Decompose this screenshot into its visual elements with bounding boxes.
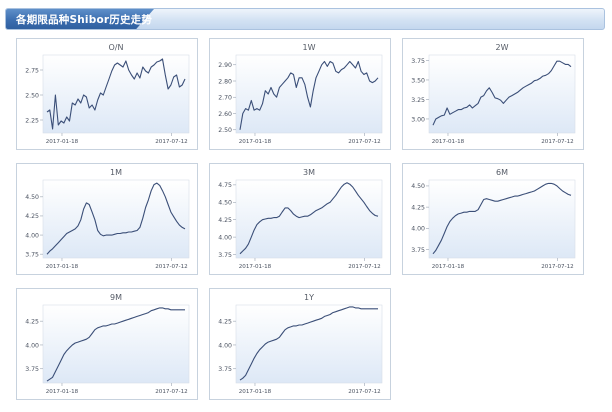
series-line [239,182,379,255]
x-tick-label: 2017-07-12 [541,264,574,270]
y-tick-label: 4.00 [411,226,425,233]
chart-panel-1y: 1Y 3.75 4.00 4.25 2017-01-18 2017-07-12 [209,288,391,400]
x-tick-label: 2017-01-18 [239,389,272,395]
x-tick-label: 2017-01-18 [432,264,465,270]
y-tick-label: 3.75 [25,366,39,373]
x-tick-label: 2017-01-18 [46,389,79,395]
series-line [46,58,186,130]
y-tick-label: 4.50 [218,200,232,207]
y-tick-label: 2.80 [218,78,232,85]
x-tick-label: 2017-01-18 [239,139,272,145]
y-tick-label: 4.00 [218,342,232,349]
y-tick-label: 3.25 [411,97,425,104]
x-tick-label: 2017-01-18 [239,264,272,270]
chart-title: 3M [303,168,315,177]
y-tick-label: 3.50 [411,77,425,84]
chart-panel-1m: 1M 3.75 4.00 4.25 4.50 2017-01-18 2017-07-12 [16,163,198,275]
y-tick-label: 2.25 [25,117,39,124]
plot-area [428,179,576,259]
chart-title: 1Y [304,293,314,302]
y-tick-label: 4.25 [25,318,39,325]
chart-svg: 2W 3.00 3.25 3.50 3.75 2017-01-18 2017-07-12 [411,43,576,145]
y-tick-label: 3.75 [411,247,425,254]
plot-area [428,54,576,134]
x-tick-label: 2017-07-12 [541,139,574,145]
y-tick-label: 4.00 [218,234,232,241]
chart-title: O/N [109,43,124,52]
chart-title: 9M [110,293,122,302]
chart-svg: 1W 2.50 2.60 2.70 2.80 2.90 2017-01-18 2017-07-… [218,43,383,145]
y-tick-label: 4.75 [218,182,232,189]
y-tick-label: 2.60 [218,111,232,118]
y-tick-label: 3.00 [411,116,425,123]
series-line [432,182,572,255]
chart-panel-1w: 1W 2.50 2.60 2.70 2.80 2.90 2017-01-18 2017-07-… [209,38,391,150]
y-tick-label: 4.00 [25,232,39,239]
y-tick-label: 3.75 [218,252,232,259]
x-tick-label: 2017-07-12 [155,139,188,145]
y-tick-label: 2.70 [218,95,232,102]
x-tick-label: 2017-01-18 [432,139,465,145]
chart-svg: 1Y 3.75 4.00 4.25 2017-01-18 2017-07-12 [218,293,383,395]
chart-title: 2W [496,43,509,52]
y-tick-label: 4.25 [25,213,39,220]
chart-title: 1M [110,168,122,177]
chart-svg: 1M 3.75 4.00 4.25 4.50 2017-01-18 2017-07-12 [25,168,190,270]
y-tick-label: 4.25 [218,217,232,224]
plot-area [42,179,190,259]
series-line [432,60,572,126]
chart-svg: 9M 3.75 4.00 4.25 2017-01-18 2017-07-12 [25,293,190,395]
x-tick-label: 2017-07-12 [155,264,188,270]
chart-panel-on: O/N 2.25 2.50 2.75 2017-01-18 2017-07-12 [16,38,198,150]
y-tick-label: 3.75 [218,366,232,373]
y-tick-label: 3.75 [25,251,39,258]
page-title: 各期限品种Shibor历史走势 [16,14,153,26]
x-tick-label: 2017-01-18 [46,264,79,270]
y-tick-label: 2.50 [25,92,39,99]
plot-area [42,54,190,134]
x-tick-label: 2017-07-12 [155,389,188,395]
series-line [46,307,185,382]
plot-area [42,304,190,384]
chart-svg: O/N 2.25 2.50 2.75 2017-01-18 2017-07-12 [25,43,190,145]
series-line [46,182,186,255]
y-tick-label: 4.50 [25,194,39,201]
chart-panel-9m: 9M 3.75 4.00 4.25 2017-01-18 2017-07-12 [16,288,198,400]
series-line [239,60,379,130]
chart-title: 6M [496,168,508,177]
x-tick-label: 2017-07-12 [348,139,381,145]
y-tick-label: 4.00 [25,342,39,349]
y-tick-label: 4.25 [411,204,425,211]
y-tick-label: 3.75 [411,58,425,65]
x-tick-label: 2017-07-12 [348,389,381,395]
section-header: 各期限品种Shibor历史走势 [5,8,605,30]
chart-panel-6m: 6M 3.75 4.00 4.25 4.50 2017-01-18 2017-07-12 [402,163,584,275]
y-tick-label: 4.50 [411,183,425,190]
plot-area [235,179,383,259]
x-tick-label: 2017-07-12 [348,264,381,270]
y-tick-label: 2.75 [25,67,39,74]
header-tab [6,9,154,29]
chart-panel-2w: 2W 3.00 3.25 3.50 3.75 2017-01-18 2017-07-12 [402,38,584,150]
chart-panel-3m: 3M 3.75 4.00 4.25 4.50 4.75 2017-01-18 2017-07-… [209,163,391,275]
x-tick-label: 2017-01-18 [46,139,79,145]
plot-area [235,304,383,384]
y-tick-label: 4.25 [218,318,232,325]
y-tick-label: 2.50 [218,127,232,134]
y-tick-label: 2.90 [218,62,232,69]
chart-svg: 3M 3.75 4.00 4.25 4.50 4.75 2017-01-18 2017-07-… [218,168,383,270]
chart-svg: 6M 3.75 4.00 4.25 4.50 2017-01-18 2017-07-12 [411,168,576,270]
series-line [239,306,378,381]
plot-area [235,54,383,134]
chart-title: 1W [303,43,316,52]
